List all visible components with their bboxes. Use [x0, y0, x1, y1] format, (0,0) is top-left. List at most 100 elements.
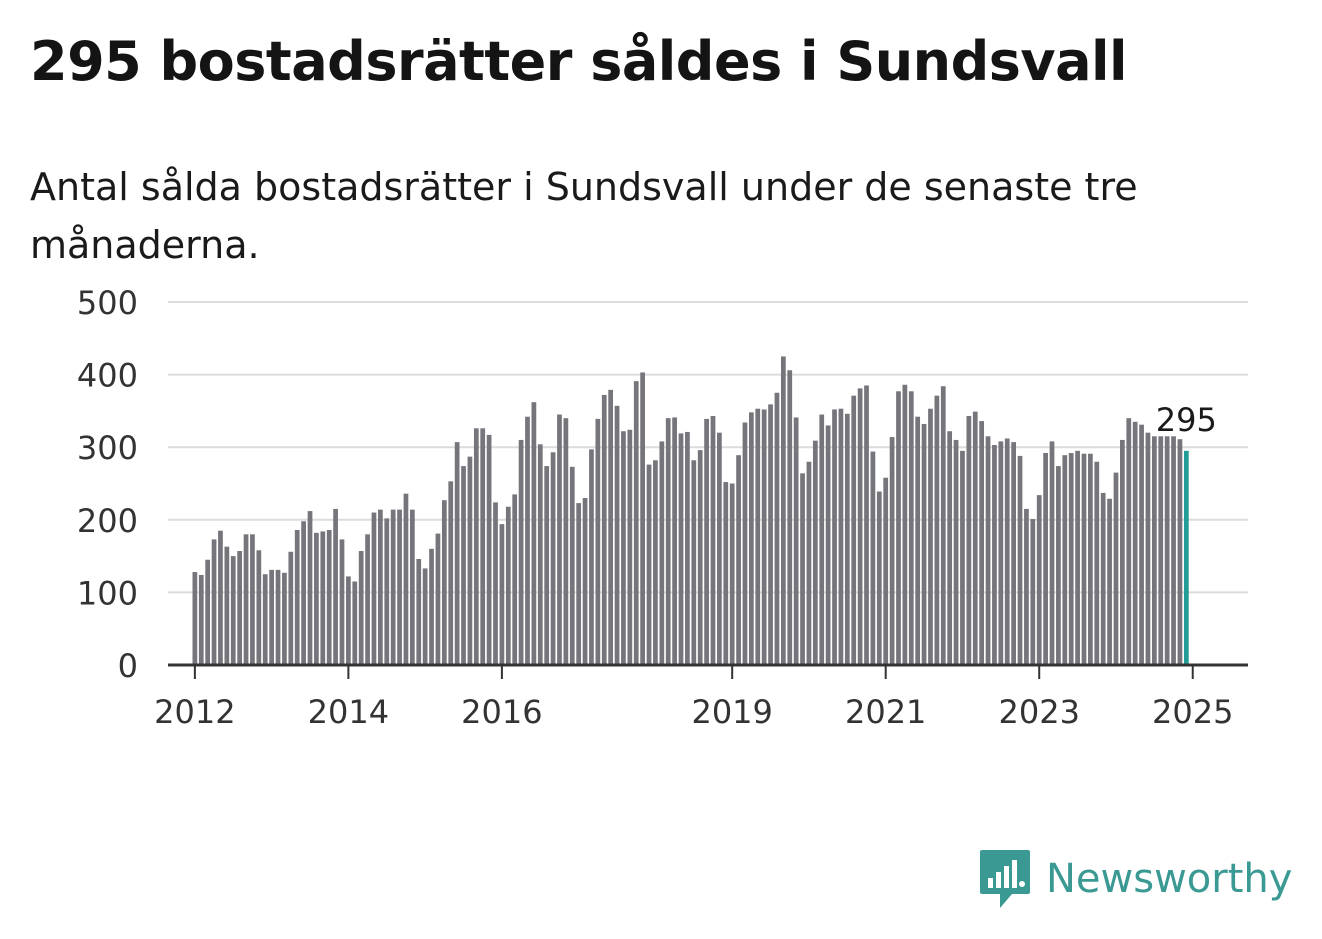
bar	[928, 408, 933, 665]
bar	[889, 437, 895, 665]
bar	[1107, 498, 1112, 665]
bar	[793, 417, 799, 665]
bar	[749, 412, 754, 665]
bar	[512, 494, 518, 665]
bar	[1126, 418, 1132, 665]
bar	[653, 460, 658, 665]
bar	[1100, 492, 1106, 665]
bar	[314, 532, 319, 665]
bar	[224, 546, 230, 665]
bar	[934, 395, 940, 665]
newsworthy-wordmark: Newsworthy	[1046, 856, 1293, 902]
bar	[1043, 453, 1048, 665]
bar	[352, 581, 358, 665]
bar	[557, 414, 562, 665]
bar	[883, 477, 889, 665]
x-tick-label: 2014	[308, 693, 389, 731]
bar	[550, 452, 556, 665]
bar	[1177, 439, 1183, 665]
y-tick-label: 500	[77, 284, 138, 322]
bar	[346, 576, 351, 665]
bar	[1011, 442, 1016, 665]
bar	[1151, 436, 1157, 665]
bar	[1049, 441, 1055, 665]
bar	[691, 460, 697, 665]
bar	[1088, 453, 1093, 665]
bar	[1075, 450, 1080, 665]
bar	[301, 521, 306, 665]
bar	[218, 530, 223, 665]
bar	[832, 409, 837, 665]
bar	[972, 411, 978, 665]
bar	[621, 431, 626, 665]
bar	[288, 551, 294, 665]
bar	[531, 402, 537, 665]
bar	[243, 534, 249, 665]
bar	[582, 498, 588, 665]
bar	[1164, 436, 1170, 665]
x-tick-label: 2023	[998, 693, 1079, 731]
bar	[915, 416, 921, 665]
bar	[493, 502, 498, 665]
bar	[205, 559, 211, 665]
bar	[384, 518, 390, 665]
bar	[563, 418, 569, 665]
bar	[908, 391, 914, 665]
bar	[659, 441, 665, 665]
value-label: 295	[1156, 401, 1217, 439]
bar	[211, 539, 217, 665]
bar	[595, 418, 601, 665]
bar	[486, 434, 492, 665]
bar	[262, 574, 268, 665]
bar	[454, 442, 460, 665]
bar	[537, 444, 543, 665]
bar	[525, 416, 530, 665]
y-tick-label: 300	[77, 429, 138, 467]
bar	[857, 388, 863, 665]
bar	[250, 534, 255, 665]
bar	[902, 384, 908, 665]
bar	[742, 422, 748, 665]
bar	[992, 445, 997, 665]
bar	[416, 559, 422, 665]
bar	[678, 433, 684, 665]
bar	[896, 391, 901, 665]
bar	[1132, 421, 1138, 665]
bar	[435, 533, 441, 665]
bar	[1024, 508, 1029, 665]
bar	[646, 464, 652, 665]
bar	[979, 421, 985, 665]
bar	[499, 524, 505, 665]
bar	[448, 481, 454, 665]
bar	[589, 449, 594, 665]
bar	[710, 415, 716, 665]
bar	[755, 408, 761, 665]
bar	[237, 551, 243, 665]
bar	[633, 381, 639, 665]
bar	[761, 409, 767, 665]
bar	[953, 439, 959, 665]
bar	[256, 550, 262, 665]
bar	[1004, 438, 1010, 665]
bar	[1145, 432, 1151, 665]
bar	[1120, 439, 1125, 665]
bar	[627, 429, 633, 665]
bar	[1158, 436, 1164, 665]
x-tick-label: 2021	[845, 693, 926, 731]
bar	[1062, 455, 1068, 665]
bar	[576, 503, 582, 665]
newsworthy-logo: Newsworthy	[978, 848, 1292, 910]
bar	[1056, 466, 1061, 665]
bar	[729, 483, 735, 665]
bar	[1171, 436, 1176, 665]
bar	[1068, 453, 1074, 665]
bar	[736, 455, 741, 665]
bar	[461, 466, 466, 665]
x-tick-label: 2012	[154, 693, 235, 731]
bar	[192, 572, 198, 665]
x-tick-label: 2019	[691, 693, 772, 731]
bar	[966, 415, 972, 665]
bar	[333, 508, 338, 665]
bar	[685, 431, 690, 665]
